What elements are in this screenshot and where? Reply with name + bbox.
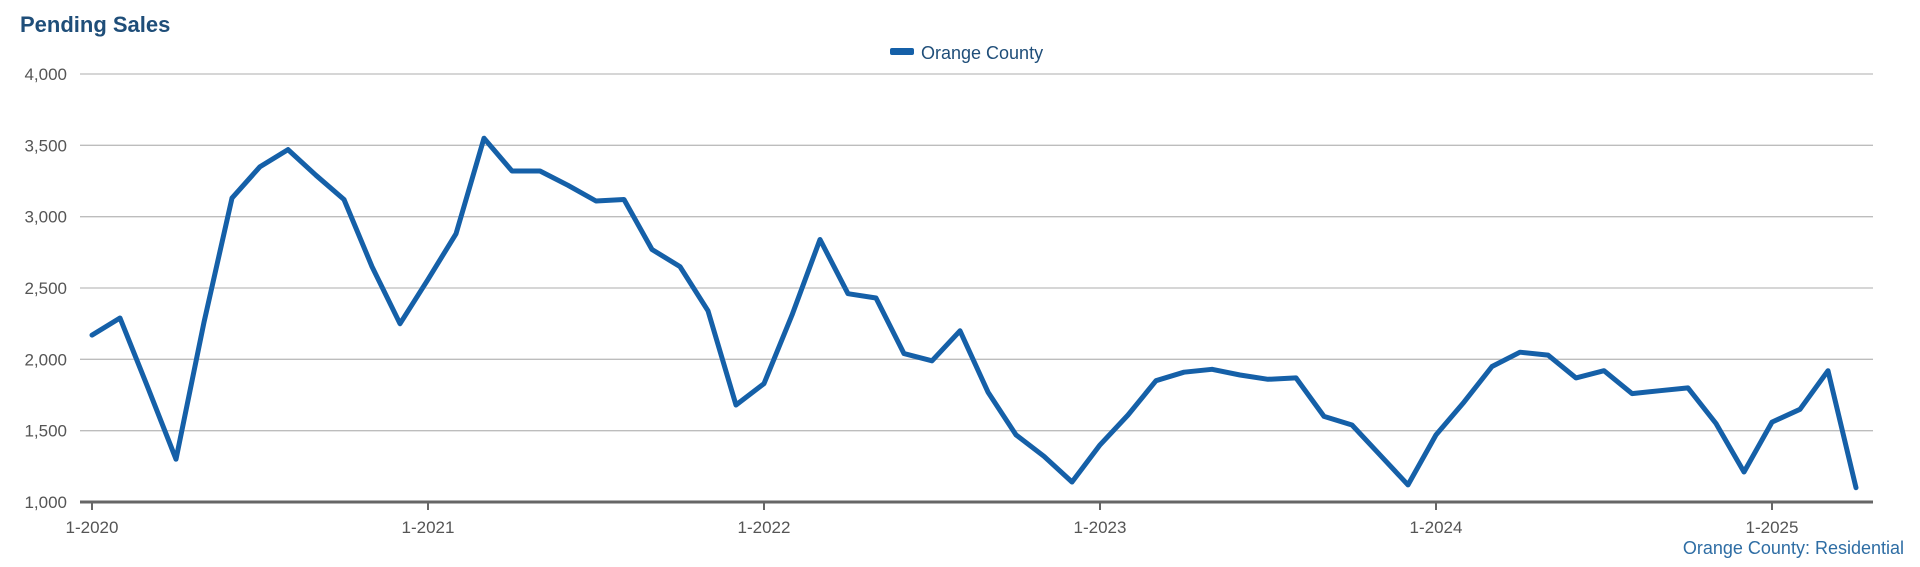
data-point[interactable]: 2020-11: 2650 <box>366 261 378 273</box>
data-point[interactable]: 2022-05: 2430 <box>870 292 882 304</box>
x-tick-label: 1-2021 <box>402 518 455 537</box>
data-point[interactable]: 2020-10: 3120 <box>338 194 350 206</box>
data-point[interactable]: 2022-09: 1770 <box>982 386 994 398</box>
data-point[interactable]: 2021-11: 2340 <box>702 305 714 317</box>
data-point[interactable]: 2021-02: 2880 <box>450 228 462 240</box>
data-point[interactable]: 2022-12: 1140 <box>1066 476 1078 488</box>
data-point[interactable]: 2022-02: 2310 <box>786 309 798 321</box>
data-point[interactable]: 2021-05: 3320 <box>534 165 546 177</box>
x-tick-label: 1-2022 <box>738 518 791 537</box>
data-point[interactable]: 2020-04: 1300 <box>170 453 182 465</box>
data-point[interactable]: 2023-09: 1600 <box>1318 410 1330 422</box>
data-point[interactable]: 2020-03: 1800 <box>142 382 154 394</box>
data-point[interactable]: 2020-09: 3290 <box>310 169 322 181</box>
data-point[interactable]: 2020-07: 3350 <box>254 161 266 173</box>
data-point[interactable]: 2022-11: 1320 <box>1038 450 1050 462</box>
data-point[interactable]: 2024-06: 1870 <box>1570 372 1582 384</box>
data-point[interactable]: 2021-03: 3550 <box>478 132 490 144</box>
data-point[interactable]: 2023-07: 1860 <box>1262 373 1274 385</box>
data-point[interactable]: 2020-02: 2290 <box>114 312 126 324</box>
data-point[interactable]: 2025-03: 1920 <box>1822 365 1834 377</box>
data-point[interactable]: 2023-01: 1400 <box>1094 439 1106 451</box>
data-point[interactable]: 2023-12: 1120 <box>1402 479 1414 491</box>
y-axis-tick-labels: 1,000 1,500 2,000 2,500 3,000 3,500 4,000 <box>24 65 67 512</box>
data-point[interactable]: 2024-11: 1550 <box>1710 418 1722 430</box>
chart-title: Pending Sales <box>20 12 170 37</box>
data-point[interactable]: 2020-12: 2250 <box>394 318 406 330</box>
data-point[interactable]: 2020-06: 3130 <box>226 192 238 204</box>
data-point[interactable]: 2023-04: 1910 <box>1178 366 1190 378</box>
data-point[interactable]: 2025-01: 1560 <box>1766 416 1778 428</box>
y-tick-label: 2,500 <box>24 279 67 298</box>
data-point[interactable]: 2021-09: 2770 <box>646 243 658 255</box>
x-axis: 1-2020 1-2021 1-2022 1-2023 1-2024 1-2025 <box>66 500 1873 537</box>
y-tick-label: 1,500 <box>24 422 67 441</box>
y-tick-label: 2,000 <box>24 350 67 369</box>
y-tick-label: 1,000 <box>24 493 67 512</box>
data-point[interactable]: 2022-03: 2840 <box>814 233 826 245</box>
y-tick-label: 3,000 <box>24 208 67 227</box>
data-point[interactable]: 2023-05: 1930 <box>1206 363 1218 375</box>
data-point[interactable]: 2020-05: 2260 <box>198 316 210 328</box>
data-point[interactable]: 2023-02: 1610 <box>1122 409 1134 421</box>
data-point[interactable]: 2021-08: 3120 <box>618 194 630 206</box>
data-point[interactable]: 2022-01: 1830 <box>758 378 770 390</box>
x-tick-label: 1-2024 <box>1410 518 1463 537</box>
data-point[interactable]: 2022-10: 1470 <box>1010 429 1022 441</box>
x-tick-label: 1-2023 <box>1074 518 1127 537</box>
data-point[interactable]: 2024-05: 2030 <box>1542 349 1554 361</box>
data-point[interactable]: 2021-01: 2560 <box>422 273 434 285</box>
y-tick-label: 4,000 <box>24 65 67 84</box>
data-point[interactable]: 2021-12: 1680 <box>730 399 742 411</box>
y-tick-label: 3,500 <box>24 136 67 155</box>
data-point[interactable]: 2024-08: 1760 <box>1626 388 1638 400</box>
data-point[interactable]: 2024-01: 1470 <box>1430 429 1442 441</box>
data-point[interactable]: 2024-03: 1950 <box>1486 360 1498 372</box>
x-tick-label: 1-2025 <box>1746 518 1799 537</box>
data-point[interactable]: 2024-10: 1800 <box>1682 382 1694 394</box>
data-point[interactable]: 2021-07: 3110 <box>590 195 602 207</box>
data-point[interactable]: 2023-11: 1330 <box>1374 449 1386 461</box>
data-point[interactable]: 2022-04: 2460 <box>842 288 854 300</box>
data-point[interactable]: 2023-10: 1540 <box>1346 419 1358 431</box>
legend[interactable]: Orange County <box>890 43 1043 63</box>
data-point[interactable]: 2023-03: 1850 <box>1150 375 1162 387</box>
data-point[interactable]: 2021-04: 3320 <box>506 165 518 177</box>
data-point[interactable]: 2025-02: 1650 <box>1794 403 1806 415</box>
series-orange-county[interactable]: 2020-01: 2170 2020-02: 2290 2020-03: 1800 2… <box>86 132 1862 494</box>
data-point[interactable]: 2023-06: 1890 <box>1234 369 1246 381</box>
data-point[interactable]: 2024-09: 1780 <box>1654 385 1666 397</box>
data-point[interactable]: 2024-07: 1920 <box>1598 365 1610 377</box>
data-point[interactable]: 2021-06: 3220 <box>562 179 574 191</box>
data-point[interactable]: 2024-04: 2050 <box>1514 346 1526 358</box>
data-point[interactable]: 2024-02: 1700 <box>1458 396 1470 408</box>
data-point[interactable]: 2022-07: 1990 <box>926 355 938 367</box>
data-point[interactable]: 2021-10: 2650 <box>674 261 686 273</box>
data-point[interactable]: 2020-01: 2170 <box>86 329 98 341</box>
data-point[interactable]: 2020-08: 3470 <box>282 144 294 156</box>
data-point[interactable]: 2025-04: 1100 <box>1850 482 1862 494</box>
legend-label-orange-county: Orange County <box>921 43 1043 63</box>
gridlines <box>80 73 1873 432</box>
x-tick-label: 1-2020 <box>66 518 119 537</box>
source-note: Orange County: Residential <box>1683 538 1904 558</box>
data-point[interactable]: 2022-08: 2200 <box>954 325 966 337</box>
data-point[interactable]: 2023-08: 1870 <box>1290 372 1302 384</box>
series-line-orange-county[interactable] <box>89 135 1859 491</box>
data-point[interactable]: 2024-12: 1210 <box>1738 466 1750 478</box>
legend-swatch-orange-county <box>890 48 914 55</box>
data-point[interactable]: 2022-06: 2040 <box>898 348 910 360</box>
